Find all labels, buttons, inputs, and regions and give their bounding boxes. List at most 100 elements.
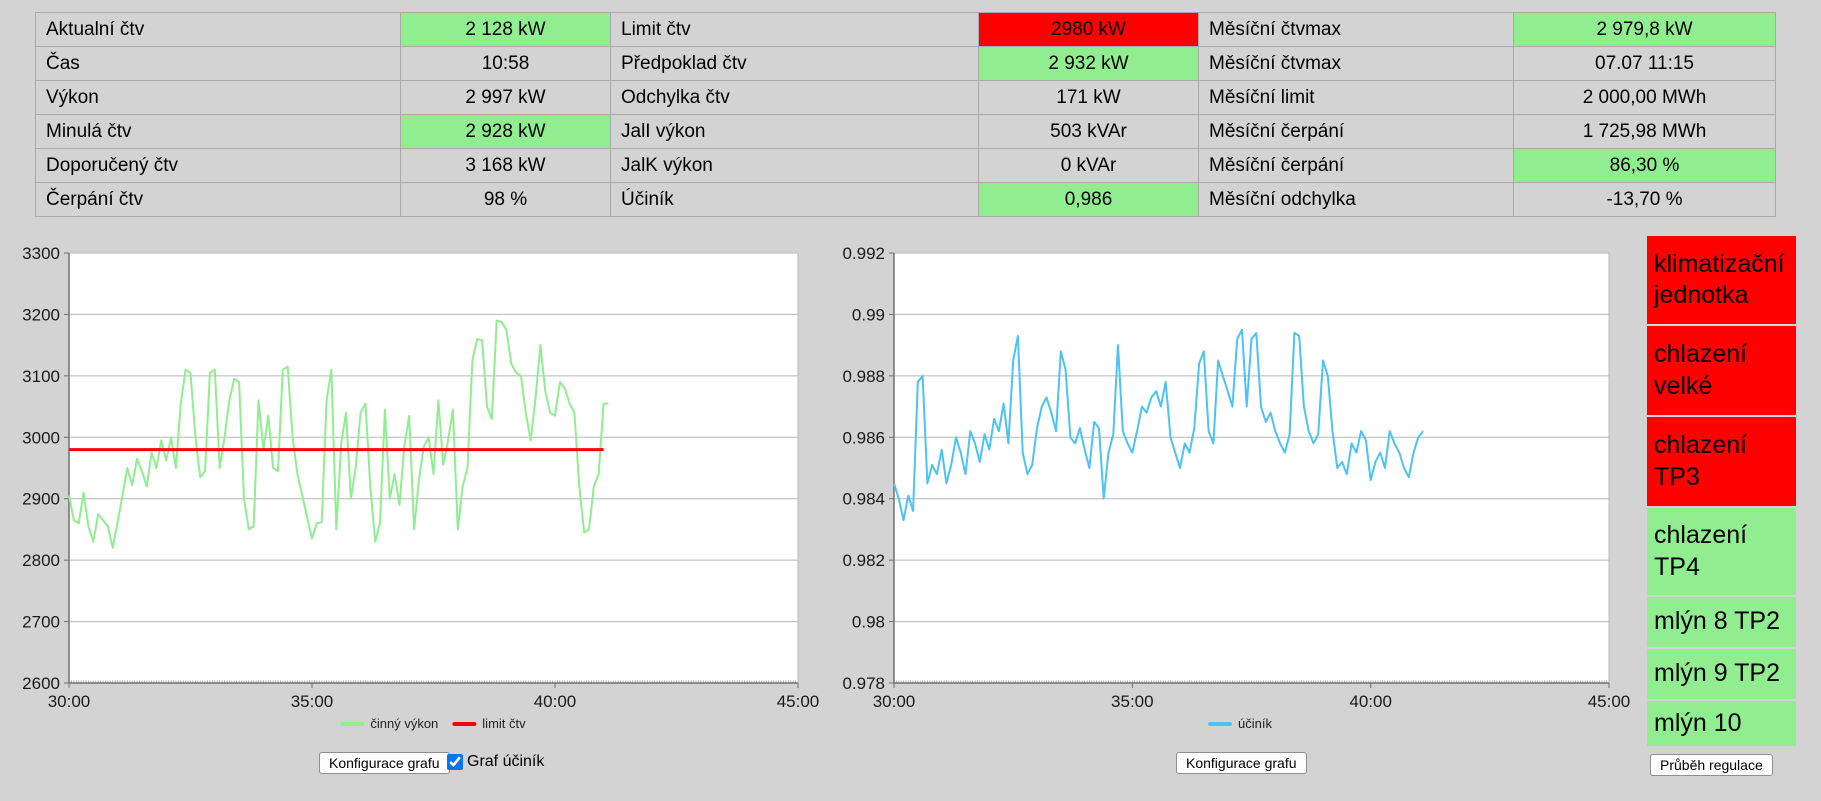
svg-text:0.986: 0.986: [842, 428, 885, 447]
svg-text:3000: 3000: [22, 428, 60, 447]
stats-table: Aktualní čtv 2 128 kW Limit čtv 2980 kW Měsí…: [35, 12, 1776, 217]
svg-text:40:00: 40:00: [534, 692, 577, 711]
svg-text:35:00: 35:00: [1111, 692, 1154, 711]
svg-text:2900: 2900: [22, 490, 60, 509]
svg-text:30:00: 30:00: [873, 692, 916, 711]
equipment-status-panel: klimatizační jednotka chlazení velké chlaz…: [1647, 236, 1796, 748]
stat-label: JalI výkon: [610, 114, 979, 149]
svg-text:2700: 2700: [22, 613, 60, 632]
svg-text:0.982: 0.982: [842, 551, 885, 570]
stat-label: Měsíční čtvmax: [1198, 46, 1514, 81]
svg-text:35:00: 35:00: [291, 692, 334, 711]
status-block-label: chlazení TP3: [1654, 431, 1748, 491]
svg-text:45:00: 45:00: [777, 692, 820, 711]
stats-row: Čerpání čtv 98 % Účiník 0,986 Měsíční odchyl…: [35, 182, 1776, 217]
stats-row: Výkon 2 997 kW Odchylka čtv 171 kW Měsíční l…: [35, 80, 1776, 115]
svg-text:2600: 2600: [22, 674, 60, 693]
svg-text:3100: 3100: [22, 367, 60, 386]
svg-text:0.988: 0.988: [842, 367, 885, 386]
legend-color-dash: [1208, 721, 1233, 726]
status-block-label: mlýn 10: [1654, 708, 1742, 737]
svg-text:0.978: 0.978: [842, 674, 885, 693]
stats-table-body: Aktualní čtv 2 128 kW Limit čtv 2980 kW Měsí…: [35, 12, 1776, 217]
status-block-label: chlazení TP4: [1654, 521, 1748, 581]
stat-label: Měsíční čerpání: [1198, 148, 1514, 183]
status-block[interactable]: chlazení TP3: [1647, 417, 1796, 506]
svg-text:45:00: 45:00: [1588, 692, 1631, 711]
svg-text:40:00: 40:00: [1349, 692, 1392, 711]
svg-text:0.992: 0.992: [842, 244, 885, 263]
stat-value: 07.07 11:15: [1513, 46, 1776, 81]
stat-label: Aktualní čtv: [35, 12, 401, 47]
stat-value: 2 932 kW: [978, 46, 1199, 81]
legend-label: limit čtv: [482, 716, 526, 731]
stat-value: 2 928 kW: [400, 114, 611, 149]
stat-value: 3 168 kW: [400, 148, 611, 183]
stat-label: Doporučený čtv: [35, 148, 401, 183]
stat-label: Předpoklad čtv: [610, 46, 979, 81]
power-factor-graph-checkbox[interactable]: [447, 754, 463, 770]
status-block-label: mlýn 8 TP2: [1654, 607, 1780, 636]
stat-value: 0,986: [978, 182, 1199, 217]
power-factor-chart: 0.992 0.99 0.988 0.986 0.984 0.982 0.98 0.97830…: [842, 244, 1631, 711]
legend-item: účiník: [1208, 716, 1272, 731]
stat-value: 86,30 %: [1513, 148, 1776, 183]
power-factor-chart-legend: účiník: [1208, 716, 1272, 731]
configure-right-chart-button[interactable]: Konfigurace grafu: [1176, 752, 1307, 774]
stat-value: -13,70 %: [1513, 182, 1776, 217]
legend-color-dash: [452, 721, 477, 726]
svg-text:0.984: 0.984: [842, 490, 885, 509]
status-block-label: mlýn 9 TP2: [1654, 659, 1780, 688]
status-block[interactable]: klimatizační jednotka: [1647, 236, 1796, 324]
legend-label: účiník: [1238, 716, 1272, 731]
stat-value: 2 000,00 MWh: [1513, 80, 1776, 115]
status-block[interactable]: mlýn 8 TP2: [1647, 597, 1796, 647]
stat-label: JalK výkon: [610, 148, 979, 183]
legend-item: limit čtv: [452, 716, 526, 731]
svg-text:0.99: 0.99: [852, 305, 885, 324]
legend-label: činný výkon: [370, 716, 439, 731]
stat-value: 171 kW: [978, 80, 1199, 115]
stat-label: Měsíční limit: [1198, 80, 1514, 115]
stat-label: Čas: [35, 46, 401, 81]
power-factor-graph-checkbox-label: Graf účiník: [467, 753, 545, 770]
stat-label: Čerpání čtv: [35, 182, 401, 217]
power-chart-legend: činný výkon limit čtv: [340, 716, 526, 731]
legend-item: činný výkon: [340, 716, 438, 731]
stats-row: Minulá čtv 2 928 kW JalI výkon 503 kVAr Měsí…: [35, 114, 1776, 149]
svg-text:3300: 3300: [22, 244, 60, 263]
status-block-label: chlazení velké: [1654, 340, 1748, 400]
svg-text:2800: 2800: [22, 551, 60, 570]
stat-value: 2 128 kW: [400, 12, 611, 47]
stat-label: Měsíční odchylka: [1198, 182, 1514, 217]
status-block[interactable]: mlýn 9 TP2: [1647, 649, 1796, 699]
status-block-label: klimatizační jednotka: [1654, 249, 1785, 309]
stat-label: Minulá čtv: [35, 114, 401, 149]
svg-text:0.98: 0.98: [852, 613, 885, 632]
stats-row: Čas 10:58 Předpoklad čtv 2 932 kW Měsíční čt…: [35, 46, 1776, 81]
status-block[interactable]: chlazení velké: [1647, 326, 1796, 415]
stat-value: 0 kVAr: [978, 148, 1199, 183]
stat-value: 98 %: [400, 182, 611, 217]
stats-row: Doporučený čtv 3 168 kW JalK výkon 0 kVAr Mě…: [35, 148, 1776, 183]
stat-label: Měsíční čtvmax: [1198, 12, 1514, 47]
configure-left-chart-button[interactable]: Konfigurace grafu: [319, 752, 450, 774]
stat-label: Odchylka čtv: [610, 80, 979, 115]
svg-text:3200: 3200: [22, 305, 60, 324]
stat-value: 10:58: [400, 46, 611, 81]
stat-value: 2980 kW: [978, 12, 1199, 47]
power-factor-graph-toggle[interactable]: Graf účiník: [447, 753, 544, 771]
stat-label: Měsíční čerpání: [1198, 114, 1514, 149]
svg-text:30:00: 30:00: [48, 692, 91, 711]
status-block[interactable]: chlazení TP4: [1647, 508, 1796, 595]
stat-value: 503 kVAr: [978, 114, 1199, 149]
legend-color-dash: [340, 721, 365, 726]
stat-value: 2 997 kW: [400, 80, 611, 115]
stat-label: Limit čtv: [610, 12, 979, 47]
stats-row: Aktualní čtv 2 128 kW Limit čtv 2980 kW Měsí…: [35, 12, 1776, 47]
status-block[interactable]: mlýn 10: [1647, 701, 1796, 746]
stat-label: Účiník: [610, 182, 979, 217]
regulation-progress-button[interactable]: Průběh regulace: [1650, 754, 1773, 776]
